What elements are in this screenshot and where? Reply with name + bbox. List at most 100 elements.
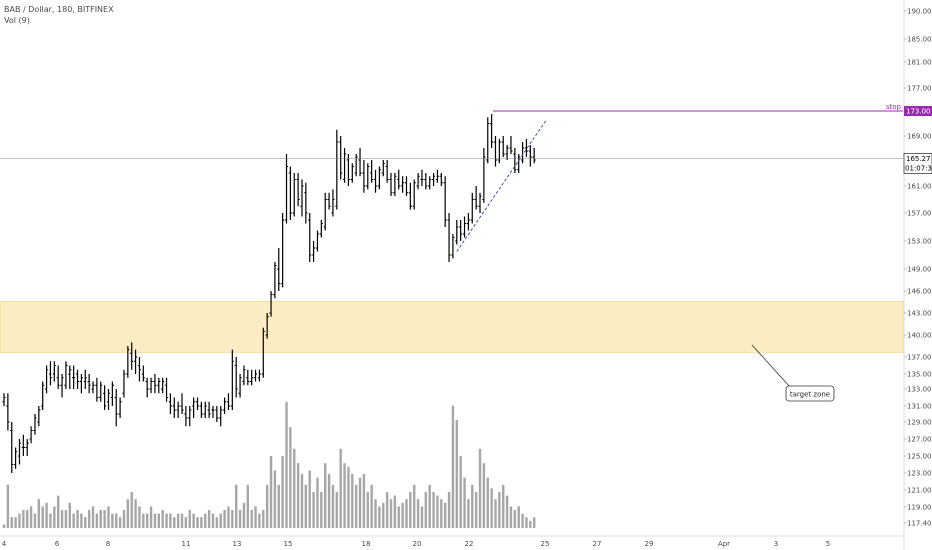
volume-bar — [478, 448, 482, 528]
volume-bar — [354, 484, 358, 528]
y-tick-label: 190.00 — [907, 8, 932, 16]
ohlc-bar — [350, 163, 354, 183]
ohlc-bar — [87, 374, 91, 394]
ohlc-bar — [486, 117, 490, 164]
ohlc-bar — [110, 381, 114, 406]
last-price-tag-box — [904, 153, 932, 164]
volume-bar — [254, 506, 257, 528]
y-tick-label: 149.00 — [907, 266, 932, 274]
volume-bar — [227, 506, 230, 528]
target-zone-callout-line — [751, 344, 791, 388]
x-tick-label: 5 — [826, 540, 830, 548]
ohlc-bar — [64, 361, 68, 389]
volume-bar — [331, 484, 335, 528]
ohlc-bar — [493, 136, 498, 167]
volume-bar — [138, 506, 141, 528]
volume-bar — [53, 506, 56, 528]
last-price-tag: 165.27 — [906, 155, 931, 163]
ohlc-bar — [319, 220, 323, 238]
ohlc-bars-layer — [2, 114, 536, 473]
volume-bar — [161, 510, 164, 528]
y-tick-label: 129.00 — [907, 419, 932, 427]
ohlc-bar — [203, 401, 207, 418]
volume-bar — [26, 510, 29, 528]
volume-indicator-label[interactable]: Vol (9) — [4, 16, 30, 25]
last-price-tag-border — [903, 153, 932, 174]
volume-layer — [2, 402, 536, 528]
volume-bar — [505, 495, 509, 528]
ohlc-bar — [497, 139, 501, 164]
volume-bar — [378, 506, 381, 528]
ohlc-bar — [393, 173, 397, 197]
ohlc-bar — [192, 397, 196, 418]
ohlc-bar — [385, 160, 389, 183]
ohlc-bar — [188, 406, 192, 427]
volume-bar — [242, 502, 246, 528]
volume-bar — [409, 492, 412, 528]
volume-bar — [293, 448, 296, 528]
ohlc-bar — [238, 374, 242, 398]
volume-bar — [215, 517, 219, 528]
x-tick-label: 8 — [106, 540, 110, 548]
volume-bar — [428, 484, 431, 528]
ohlc-bar — [130, 342, 134, 370]
x-tick-label: 20 — [413, 540, 422, 548]
ohlc-bar — [250, 369, 254, 386]
y-tick-label: 135.00 — [907, 371, 932, 379]
ohlc-bar — [304, 182, 308, 224]
y-tick-label: 137.00 — [907, 354, 932, 362]
ohlc-bar — [83, 369, 87, 389]
volume-bar — [18, 513, 21, 528]
volume-bar — [467, 499, 470, 528]
ohlc-bar — [431, 173, 436, 186]
volume-bar — [424, 492, 428, 528]
volume-bar — [486, 477, 489, 528]
x-tick-label: 6 — [55, 540, 60, 548]
ohlc-bar — [99, 381, 103, 402]
volume-bar — [238, 510, 242, 528]
volume-bar — [103, 510, 106, 528]
volume-bar — [91, 506, 95, 528]
ohlc-bar — [428, 176, 432, 190]
volume-bar — [521, 513, 524, 528]
target-zone-layer — [0, 300, 904, 353]
ohlc-bar — [14, 447, 18, 469]
ohlc-bar — [106, 389, 111, 410]
ohlc-bar — [424, 173, 428, 190]
ohlc-bar — [75, 369, 80, 389]
volume-bar — [37, 499, 41, 528]
volume-bar — [393, 495, 397, 528]
ohlc-bar — [195, 397, 200, 410]
ohlc-bar — [242, 365, 246, 386]
ohlc-bar — [288, 166, 292, 220]
ohlc-bar — [284, 154, 289, 224]
volume-bar — [246, 484, 250, 528]
x-tick-label: 3 — [774, 540, 778, 548]
y-tick-label: 143.00 — [907, 310, 932, 318]
volume-bar — [219, 513, 222, 528]
ohlc-bar — [354, 154, 358, 177]
ohlc-bar — [443, 176, 447, 227]
ohlc-bar — [211, 406, 215, 418]
ohlc-bar — [331, 189, 335, 217]
ohlc-bar — [362, 160, 366, 193]
ohlc-bar — [490, 114, 494, 148]
ohlc-bar — [176, 401, 180, 418]
volume-bar — [416, 499, 420, 528]
ohlc-bar — [141, 365, 145, 382]
volume-bar — [95, 513, 99, 528]
ohlc-bar — [358, 148, 362, 177]
ohlc-bar — [404, 176, 409, 197]
y-tick-label: 121.00 — [907, 487, 932, 495]
volume-bar — [142, 513, 145, 528]
ohlc-bar — [447, 213, 451, 262]
countdown-tag: 01:07:36 — [905, 164, 932, 172]
volume-bar — [300, 474, 304, 528]
ohlc-bar — [505, 145, 509, 160]
ohlc-bar — [308, 213, 312, 262]
volume-bar — [509, 506, 513, 528]
ohlc-bar — [149, 377, 153, 394]
symbol-title[interactable]: BAB / Dollar, 180, BITFINEX — [4, 5, 114, 14]
y-tick-label: 140.00 — [907, 332, 932, 340]
